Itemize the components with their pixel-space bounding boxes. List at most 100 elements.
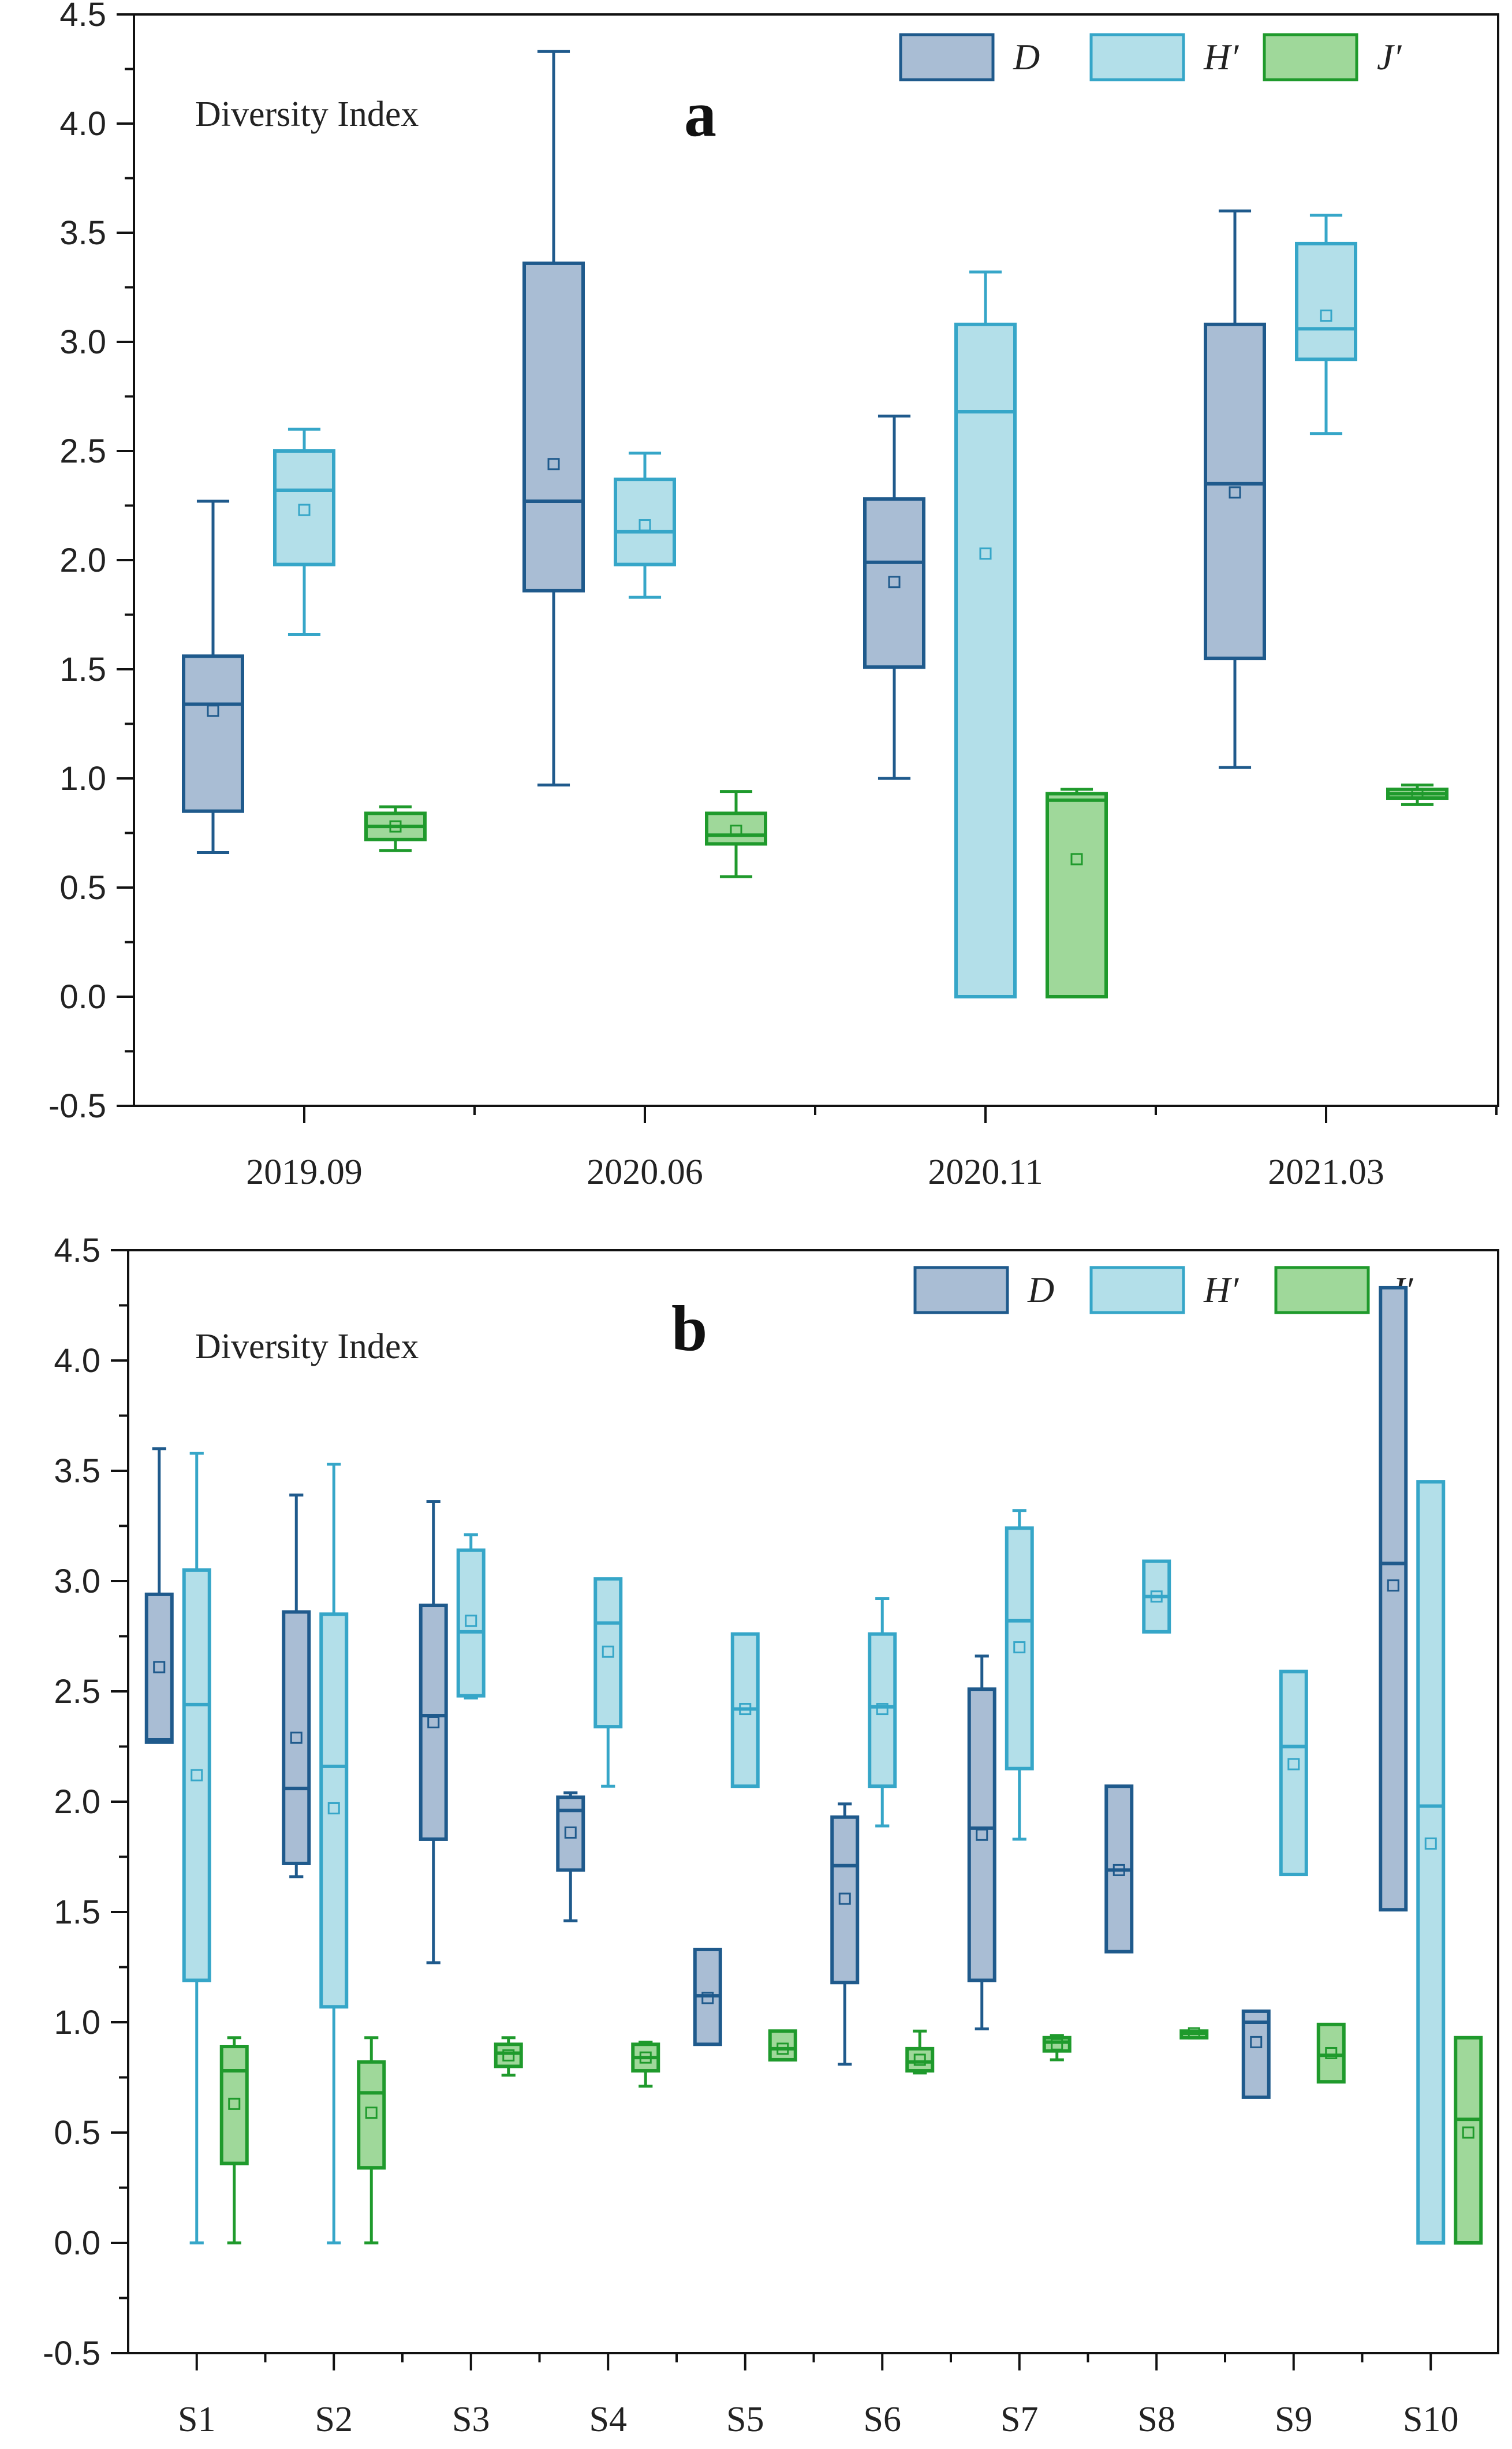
box-D-2019.09 [182,500,244,855]
iqr-box [1279,1669,1308,1877]
y-tick-label: 2.5 [59,433,106,470]
mean-marker [876,1703,888,1716]
box-J-S10 [1454,2036,1483,2245]
box-H-S2 [319,1463,349,2245]
mean-marker [776,2042,789,2055]
mean-marker [389,820,402,833]
mean-marker [1070,853,1083,866]
iqr-box [1204,322,1266,661]
panel-b-chart: -0.5 0.0 0.5 1.0 1.5 2.0 2.5 3.0 3.5 4.0 4.5 S1 S2 S3… [43,1232,1499,2439]
iqr-box [1005,1526,1034,1770]
y-tick-label: 1.5 [54,1893,100,1931]
x-tick-label: 2020.06 [587,1153,703,1192]
mean-marker [1424,1837,1437,1850]
x-tick-label: 2021.03 [1268,1153,1384,1192]
box-D-S7 [967,1654,996,2030]
mean-marker [298,504,311,516]
y-tick-label: 2.5 [54,1673,100,1710]
x-tick-label: S2 [315,2400,353,2439]
box-H-2020.11 [954,270,1017,998]
y-tick-label: -0.5 [43,2335,100,2372]
box-J-S6 [905,2029,935,2075]
mean-marker [153,1661,166,1673]
box-D-S3 [419,1500,448,1965]
iqr-box [905,2047,935,2073]
box-H-2020.06 [614,452,676,599]
mean-marker [228,2097,241,2110]
box-H-S4 [593,1577,623,1788]
box-D-S8 [1104,1784,1134,1954]
box-J-S4 [631,2040,660,2088]
y-tick-label: 2.0 [54,1783,100,1821]
iqr-box [357,2060,386,2170]
mean-marker [838,1892,851,1905]
box-D-2020.11 [863,415,925,780]
mean-marker [1013,1641,1026,1654]
iqr-box [273,449,335,566]
plot-frame [133,13,1499,1107]
box-D-2021.03 [1204,209,1266,769]
mean-marker [701,1992,714,2004]
mean-marker [547,458,560,471]
iqr-box [282,1610,311,1865]
box-D-S5 [693,1947,722,2047]
legend-label-H: H′ [1203,36,1239,77]
box-J-2020.06 [705,790,767,878]
mean-marker [1325,2047,1338,2059]
legend-swatch-D [899,33,995,81]
legend-swatch-D [913,1266,1009,1314]
y-tick-label: 1.0 [54,2004,100,2041]
box-J-S5 [768,2029,797,2062]
iqr-box [768,2029,797,2062]
mean-marker [1320,310,1332,322]
y-tick-label: 0.0 [59,978,106,1016]
mean-marker [888,576,901,588]
y-tick-label: 1.5 [59,651,106,688]
iqr-box [705,811,767,846]
iqr-box [1295,241,1357,361]
iqr-box [219,2045,249,2165]
y-tick-label: 3.0 [54,1563,100,1600]
iqr-box [967,1687,996,1982]
mean-marker [730,825,742,837]
mean-marker [1188,2027,1200,2040]
legend-label-D: D [1027,1269,1054,1310]
box-J-S7 [1042,2034,1072,2062]
mean-marker [1462,2126,1474,2139]
mean-marker [602,1645,614,1658]
box-J-S1 [219,2036,249,2245]
panel-letter: b [671,1293,707,1365]
iqr-box [1454,2036,1483,2245]
iqr-box [1416,1480,1446,2245]
box-J-S8 [1179,2027,1209,2040]
box-H-S9 [1279,1669,1308,1877]
x-tick-label: S8 [1138,2400,1175,2439]
y-tick-label: 3.0 [59,323,106,361]
mean-marker [207,704,219,717]
mean-marker [427,1716,440,1728]
y-tick-label: -0.5 [48,1087,106,1125]
box-H-S1 [182,1451,211,2245]
mean-marker [191,1769,203,1781]
iqr-box [456,1548,486,1698]
box-D-2020.06 [522,50,585,786]
box-H-S7 [1005,1509,1034,1841]
panel-a-chart: -0.5 0.0 0.5 1.0 1.5 2.0 2.5 3.0 3.5 4.0 4.5 2019.0… [48,0,1499,1192]
x-tick-label: S4 [589,2400,627,2439]
iqr-box [1379,1285,1408,1912]
iqr-box [556,1795,585,1872]
legend-label-J: J′ [1377,36,1402,77]
mean-marker [1250,2036,1263,2048]
y-tick-label: 3.5 [59,214,106,252]
box-H-S10 [1416,1480,1446,2245]
mean-marker [365,2107,378,2119]
iqr-box [863,497,925,669]
box-D-S2 [282,1493,311,1878]
x-tick-label: S7 [1000,2400,1038,2439]
mean-marker [1229,486,1241,499]
iqr-box [319,1612,349,2009]
x-tick-label: S3 [452,2400,490,2439]
iqr-box [182,654,244,813]
box-J-2019.09 [364,805,427,852]
mean-marker [639,2051,652,2064]
